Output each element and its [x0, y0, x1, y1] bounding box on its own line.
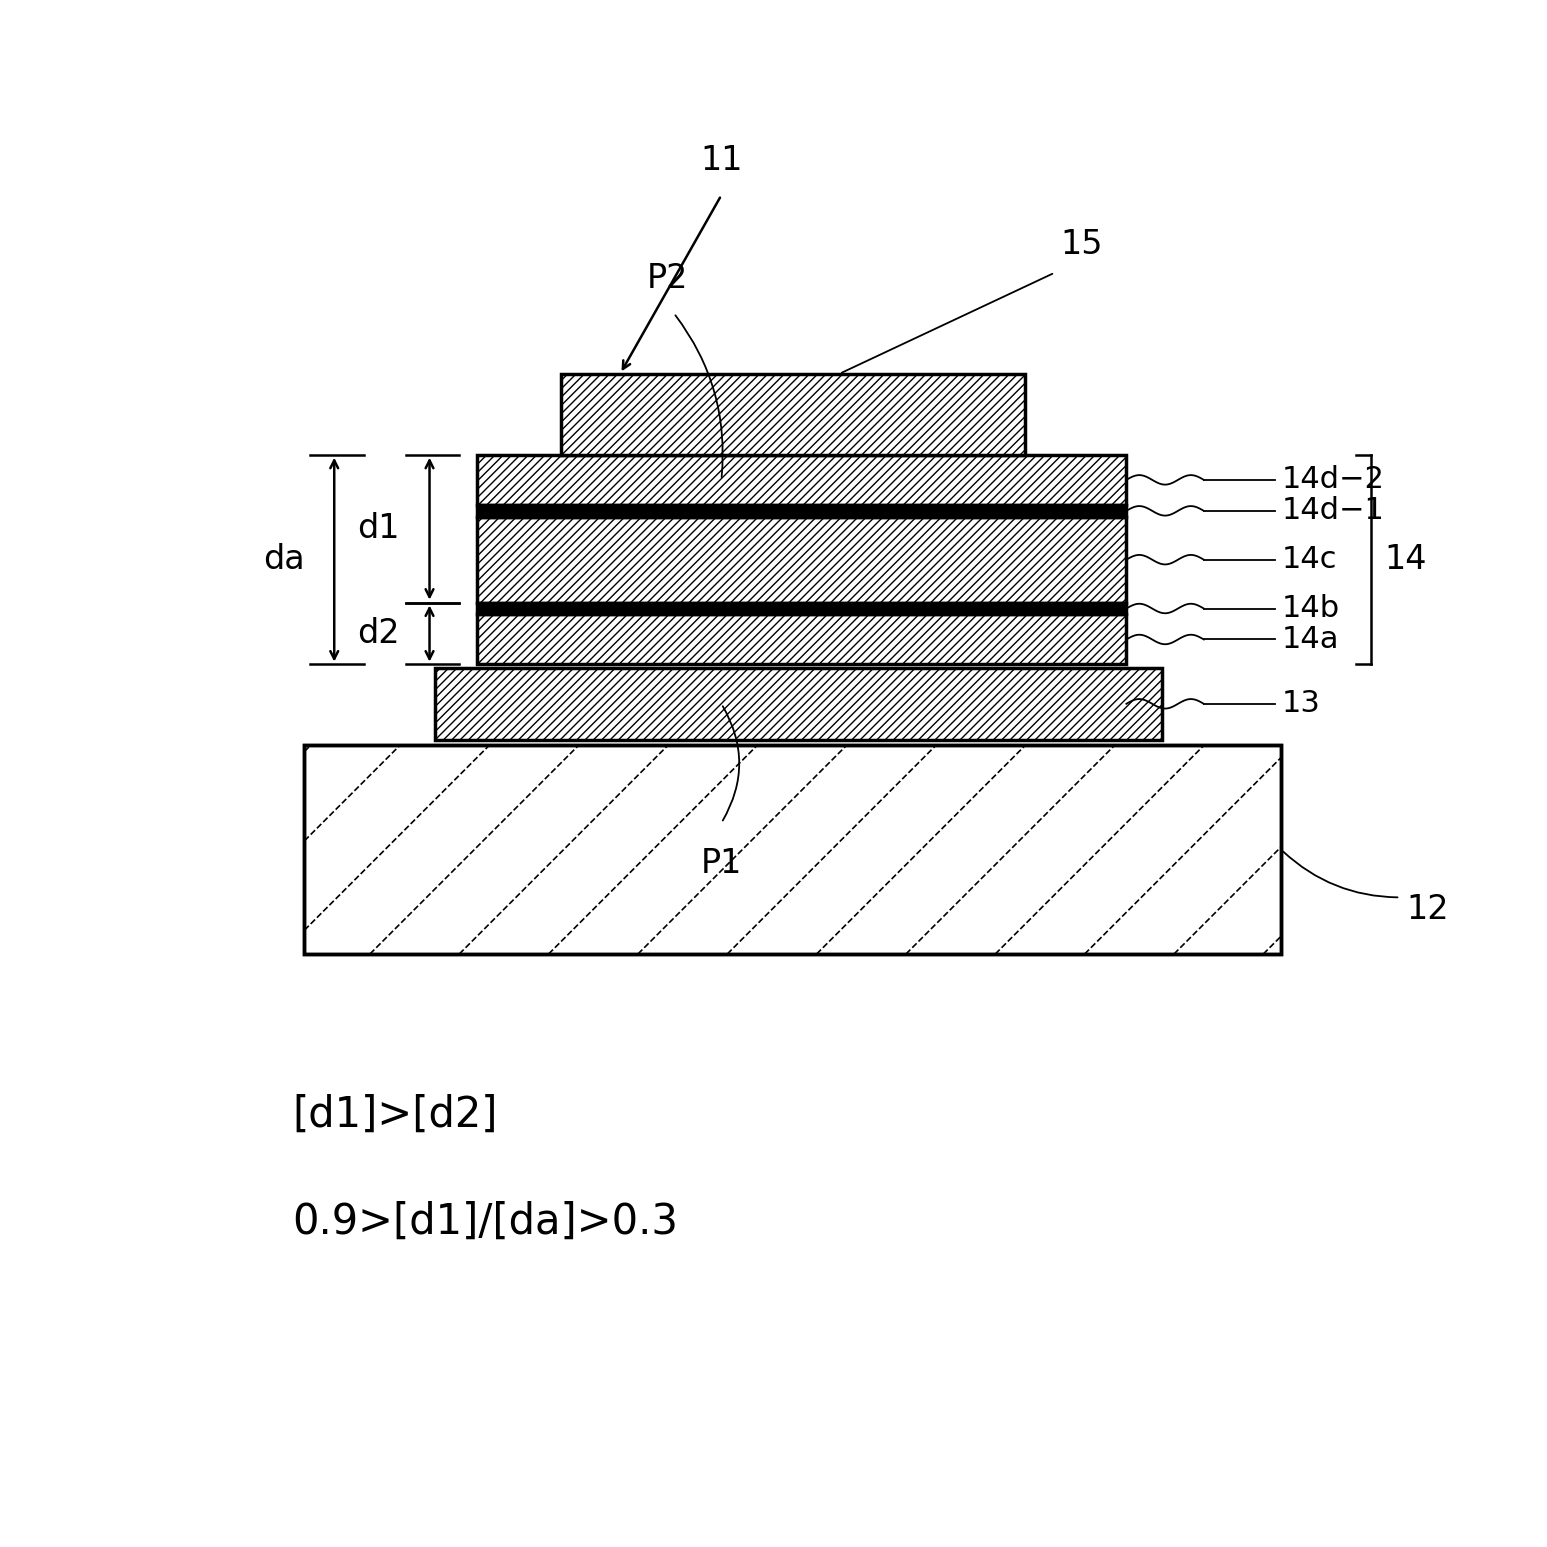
Text: d1: d1 — [357, 512, 399, 545]
Text: d2: d2 — [357, 617, 399, 650]
Text: 0.9>[d1]/[da]>0.3: 0.9>[d1]/[da]>0.3 — [292, 1200, 679, 1242]
Text: 14d−1: 14d−1 — [1281, 497, 1385, 526]
Text: da: da — [263, 543, 305, 575]
Text: 14b: 14b — [1281, 594, 1340, 623]
Text: 13: 13 — [1281, 690, 1320, 718]
Bar — [560, 374, 1026, 455]
Bar — [305, 746, 1281, 954]
Text: 11: 11 — [701, 144, 743, 178]
Bar — [476, 504, 1126, 517]
Text: P2: P2 — [647, 263, 688, 295]
Bar — [476, 603, 1126, 614]
Bar — [476, 614, 1126, 665]
Bar — [305, 746, 1281, 954]
Text: 14c: 14c — [1281, 545, 1337, 574]
Bar — [476, 517, 1126, 603]
Text: 15: 15 — [1061, 227, 1103, 261]
Bar — [436, 668, 1162, 739]
Text: 12: 12 — [1406, 893, 1450, 925]
Text: P1: P1 — [701, 846, 743, 880]
Text: [d1]>[d2]: [d1]>[d2] — [292, 1094, 498, 1135]
Text: 14d−2: 14d−2 — [1281, 466, 1385, 495]
Bar — [476, 455, 1126, 504]
Text: 14: 14 — [1385, 543, 1428, 575]
Text: 14a: 14a — [1281, 625, 1338, 654]
